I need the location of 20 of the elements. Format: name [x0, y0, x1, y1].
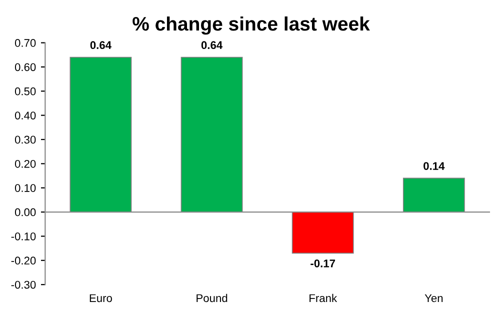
y-tick-label: 0.70	[14, 39, 36, 47]
data-label: 0.64	[90, 41, 112, 50]
y-tick-label: 0.30	[14, 136, 36, 144]
y-tick-label: 0.00	[14, 208, 36, 216]
x-tick-label: Euro	[90, 294, 112, 302]
y-tick-label: -0.30	[11, 280, 36, 289]
chart-title: % change since last week	[132, 16, 370, 35]
x-tick-label: Pound	[196, 294, 228, 302]
y-tick-label: 0.20	[14, 160, 36, 168]
data-label: 0.14	[424, 162, 445, 170]
y-tick-label: 0.10	[14, 184, 36, 192]
y-tick-label: 0.40	[14, 112, 36, 120]
y-tick-label: 0.50	[14, 87, 36, 96]
x-tick-label: Yen	[424, 294, 443, 302]
y-tick-label: 0.60	[14, 63, 36, 72]
x-tick-label: Frank	[310, 294, 338, 302]
data-label: 0.64	[201, 41, 223, 50]
y-tick-label: -0.20	[11, 256, 36, 265]
y-tick-label: -0.10	[11, 232, 36, 240]
data-label: -0.17	[310, 259, 336, 268]
